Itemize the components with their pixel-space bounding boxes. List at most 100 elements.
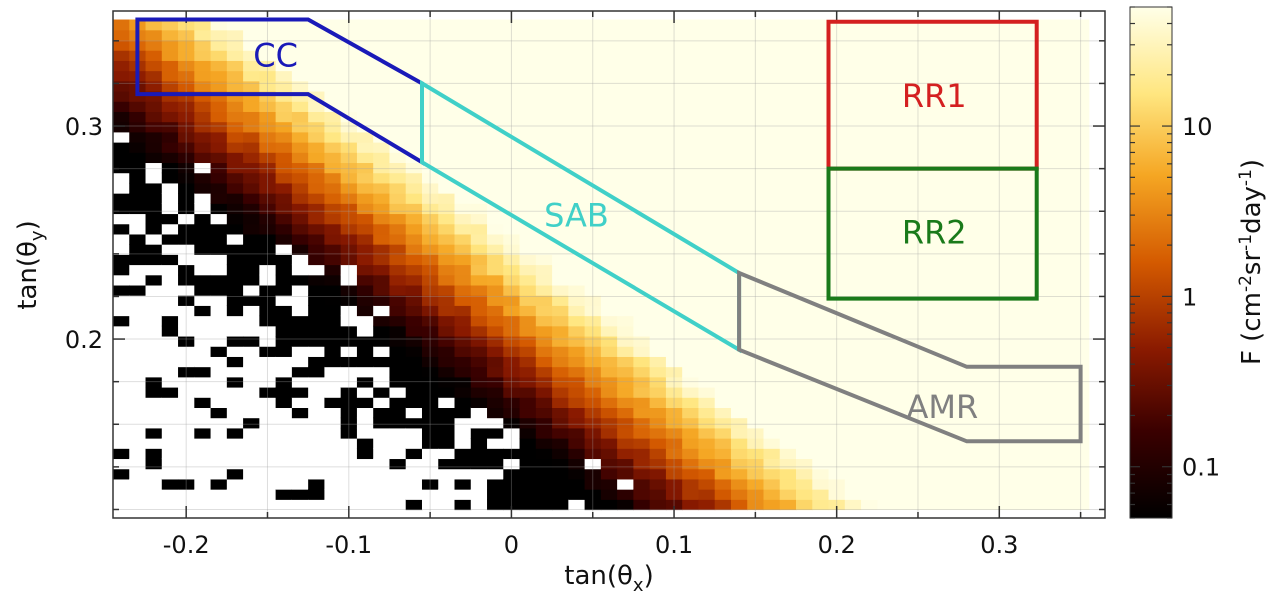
heatmap-cell	[779, 152, 797, 164]
heatmap-cell	[1007, 489, 1025, 500]
heatmap-cell	[682, 295, 700, 306]
heatmap-cell	[649, 101, 667, 112]
heatmap-cell	[568, 427, 586, 439]
heatmap-cell	[308, 397, 326, 409]
heatmap-cell	[617, 131, 634, 143]
heatmap-cell	[812, 203, 830, 215]
heatmap-cell	[747, 499, 765, 511]
heatmap-cell	[324, 121, 342, 133]
heatmap-cell	[178, 295, 195, 306]
heatmap-cell	[584, 274, 602, 286]
heatmap-cell	[291, 468, 309, 480]
heatmap-cell	[730, 111, 748, 123]
heatmap-cell	[226, 468, 244, 480]
heatmap-cell	[487, 407, 504, 419]
heatmap-cell	[649, 172, 667, 184]
heatmap-cell	[161, 254, 179, 266]
heatmap-cell	[861, 407, 878, 419]
heatmap-cell	[113, 80, 130, 92]
heatmap-cell	[926, 50, 943, 61]
heatmap-cell	[161, 499, 179, 511]
heatmap-cell	[113, 335, 130, 347]
heatmap-cell	[633, 295, 651, 306]
heatmap-cell	[698, 80, 716, 92]
heatmap-cell	[421, 203, 439, 215]
heatmap-cell	[942, 254, 960, 266]
heatmap-cell	[438, 29, 456, 41]
heatmap-cell	[210, 101, 228, 112]
heatmap-cell	[389, 295, 407, 306]
heatmap-cell	[1056, 264, 1074, 276]
heatmap-cell	[568, 244, 586, 255]
heatmap-cell	[291, 274, 309, 286]
heatmap-cell	[974, 152, 992, 164]
heatmap-cell	[909, 254, 927, 266]
heatmap-cell	[926, 121, 943, 133]
heatmap-cell	[763, 101, 781, 112]
heatmap-cell	[974, 213, 992, 225]
heatmap-cell	[730, 70, 748, 82]
heatmap-cell	[373, 152, 391, 164]
heatmap-cell	[974, 448, 992, 460]
heatmap-cell	[259, 264, 277, 276]
heatmap-cell	[487, 142, 504, 153]
heatmap-cell	[145, 468, 163, 480]
heatmap-cell	[633, 448, 651, 460]
heatmap-cell	[665, 60, 683, 72]
heatmap-cell	[421, 366, 439, 378]
heatmap-cell	[747, 213, 765, 225]
heatmap-cell	[405, 427, 423, 439]
heatmap-cell	[405, 438, 423, 449]
heatmap-cell	[243, 39, 260, 51]
heatmap-cell	[584, 193, 602, 204]
heatmap-cell	[698, 39, 716, 51]
heatmap-cell	[909, 244, 927, 255]
heatmap-cell	[991, 203, 1009, 215]
heatmap-cell	[1056, 101, 1074, 112]
heatmap-cell	[861, 346, 878, 357]
heatmap-cell	[519, 489, 537, 500]
heatmap-cell	[405, 131, 423, 143]
heatmap-cell	[438, 213, 456, 225]
heatmap-cell	[958, 284, 976, 296]
heatmap-cell	[682, 233, 700, 245]
heatmap-cell	[584, 284, 602, 296]
heatmap-cell	[942, 305, 960, 317]
heatmap-cell	[763, 90, 781, 102]
heatmap-cell	[682, 335, 700, 347]
heatmap-cell	[974, 244, 992, 255]
heatmap-cells	[113, 19, 1090, 511]
heatmap-cell	[991, 376, 1009, 388]
heatmap-cell	[926, 233, 943, 245]
heatmap-cell	[991, 19, 1009, 31]
heatmap-cell	[828, 101, 846, 112]
heatmap-cell	[129, 121, 147, 133]
heatmap-cell	[747, 162, 765, 174]
heatmap-cell	[714, 264, 732, 276]
heatmap-cell	[161, 223, 179, 235]
heatmap-cell	[682, 458, 700, 470]
heatmap-cell	[1039, 19, 1057, 31]
heatmap-cell	[389, 438, 407, 449]
heatmap-cell	[909, 499, 927, 511]
heatmap-cell	[714, 213, 732, 225]
heatmap-cell	[210, 386, 228, 398]
heatmap-cell	[974, 427, 992, 439]
heatmap-cell	[942, 274, 960, 286]
heatmap-cell	[730, 60, 748, 72]
heatmap-cell	[665, 468, 683, 480]
heatmap-cell	[210, 356, 228, 368]
heatmap-cell	[113, 366, 130, 378]
heatmap-cell	[1072, 131, 1090, 143]
colorbar-tick-label: 10	[1182, 113, 1213, 141]
heatmap-cell	[909, 458, 927, 470]
heatmap-cell	[730, 121, 748, 133]
heatmap-cell	[259, 254, 277, 266]
heatmap-cell	[568, 182, 586, 194]
heatmap-cell	[747, 356, 765, 368]
heatmap-cell	[470, 478, 488, 490]
heatmap-cell	[909, 284, 927, 296]
heatmap-cell	[356, 50, 374, 61]
heatmap-cell	[714, 427, 732, 439]
heatmap-cell	[487, 193, 504, 204]
